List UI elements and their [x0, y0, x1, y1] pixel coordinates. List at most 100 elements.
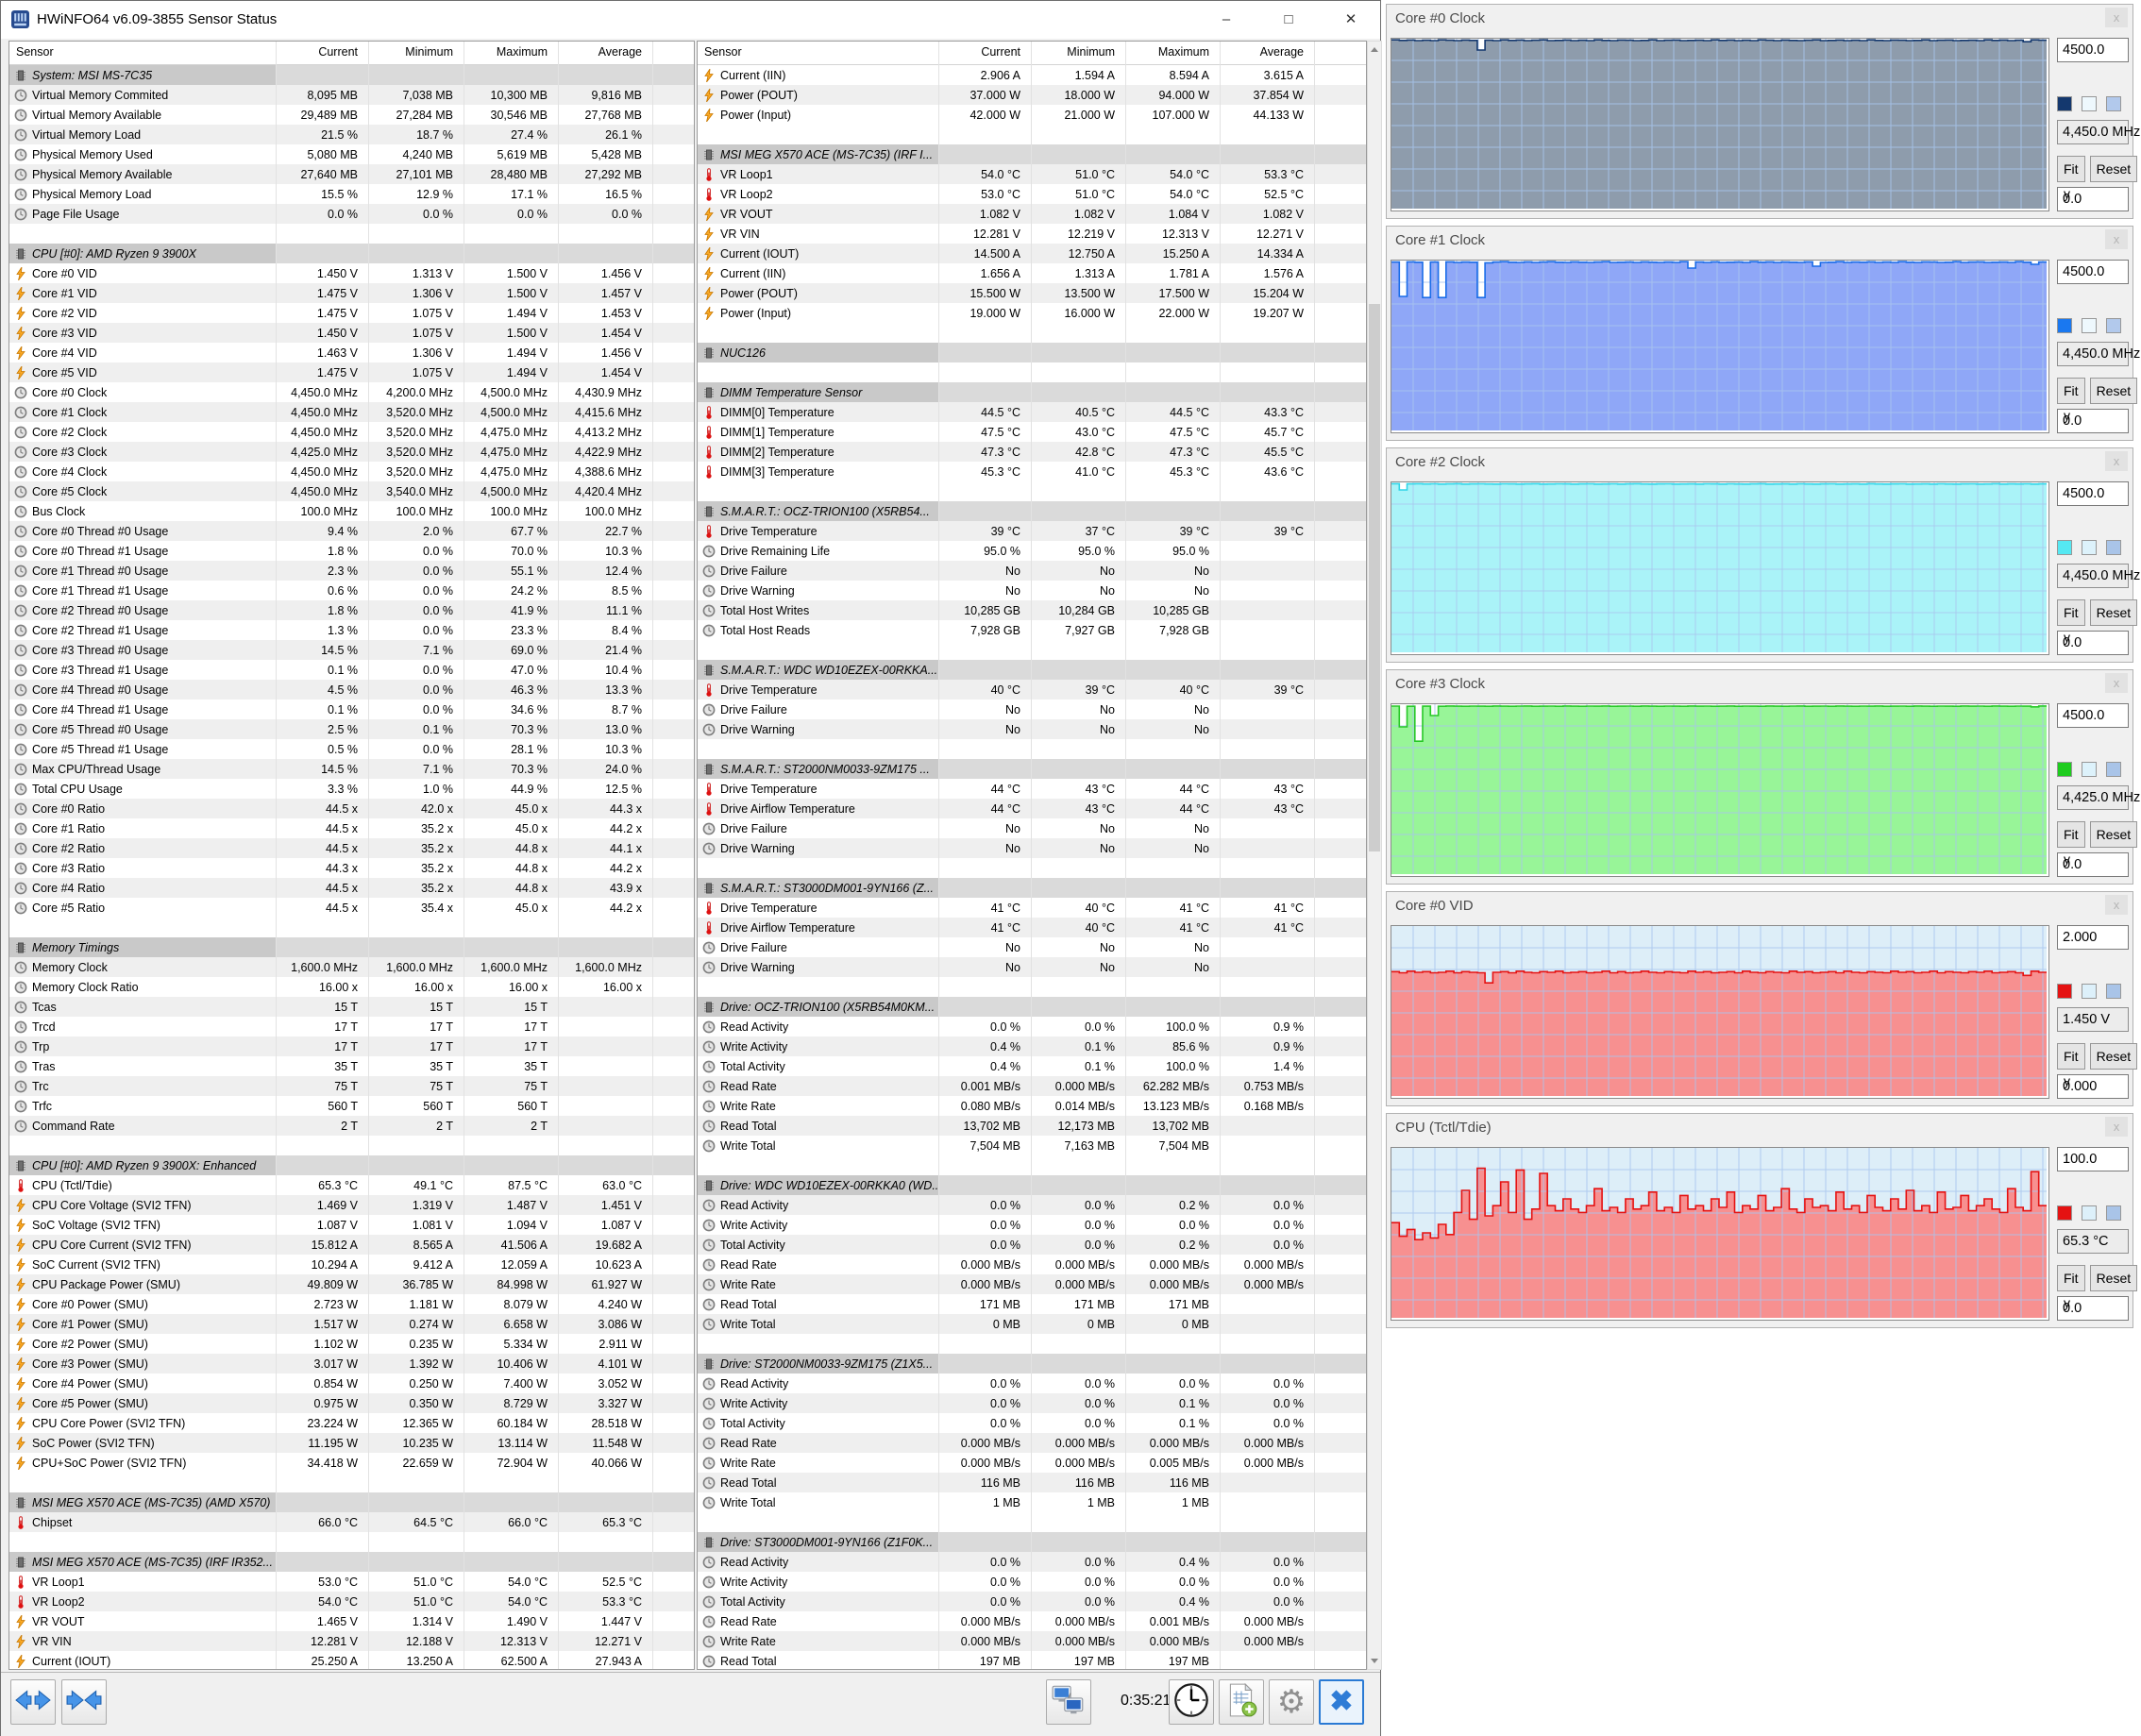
- table-row[interactable]: Core #0 Thread #1 Usage 1.8 % 0.0 % 70.0 % 1…: [9, 541, 694, 561]
- table-row[interactable]: Core #3 Thread #1 Usage 0.1 % 0.0 % 47.0 % 1…: [9, 660, 694, 680]
- y-min-input[interactable]: 0.0: [2057, 1296, 2129, 1321]
- remote-monitoring-button[interactable]: [1046, 1679, 1091, 1725]
- vertical-scrollbar[interactable]: [1367, 41, 1382, 1670]
- graph-close-icon[interactable]: x: [2105, 8, 2128, 27]
- table-row[interactable]: SoC Power (SVI2 TFN) 11.195 W 10.235 W 13.1…: [9, 1433, 694, 1453]
- fit-y-button[interactable]: Fit y: [2057, 1043, 2085, 1088]
- table-row[interactable]: Total Activity 0.0 % 0.0 % 0.1 % 0.0 %: [698, 1413, 1366, 1433]
- table-row[interactable]: Total CPU Usage 3.3 % 1.0 % 44.9 % 12.5 %: [9, 779, 694, 799]
- table-row[interactable]: Core #5 VID 1.475 V 1.075 V 1.494 V 1.454 V: [9, 362, 694, 382]
- table-row[interactable]: Core #5 Thread #0 Usage 2.5 % 0.1 % 70.3 % 1…: [9, 719, 694, 739]
- table-row[interactable]: Bus Clock 100.0 MHz 100.0 MHz 100.0 MHz 100.…: [9, 501, 694, 521]
- table-row[interactable]: Read Activity 0.0 % 0.0 % 0.4 % 0.0 %: [698, 1552, 1366, 1572]
- y-min-input[interactable]: 0.0: [2057, 852, 2129, 877]
- table-row[interactable]: Physical Memory Load 15.5 % 12.9 % 17.1 % 16…: [9, 184, 694, 204]
- table-row[interactable]: Core #3 Ratio 44.3 x 35.2 x 44.8 x 44.2 x: [9, 858, 694, 878]
- scroll-up-icon[interactable]: [1368, 42, 1381, 58]
- table-row[interactable]: Current (IOUT) 14.500 A 12.750 A 15.250 A 14…: [698, 244, 1366, 263]
- expand-columns-button[interactable]: [10, 1679, 56, 1725]
- scrollbar-thumb[interactable]: [1369, 304, 1380, 851]
- table-row[interactable]: Virtual Memory Commited 8,095 MB 7,038 MB 1…: [9, 85, 694, 105]
- table-row[interactable]: Core #1 Thread #1 Usage 0.6 % 0.0 % 24.2 % 8…: [9, 581, 694, 600]
- header-maximum[interactable]: Maximum: [1157, 45, 1209, 59]
- table-row[interactable]: DIMM[0] Temperature 44.5 °C 40.5 °C 44.5 °C…: [698, 402, 1366, 422]
- table-row[interactable]: Total Activity 0.0 % 0.0 % 0.4 % 0.0 %: [698, 1592, 1366, 1611]
- table-row[interactable]: Core #4 Power (SMU) 0.854 W 0.250 W 7.400 W…: [9, 1374, 694, 1393]
- header-minimum[interactable]: Minimum: [1067, 45, 1115, 59]
- table-row[interactable]: VR VOUT 1.082 V 1.082 V 1.084 V 1.082 V: [698, 204, 1366, 224]
- table-row[interactable]: Read Rate 0.001 MB/s 0.000 MB/s 62.282 MB/s…: [698, 1076, 1366, 1096]
- y-max-input[interactable]: 4500.0: [2057, 481, 2129, 506]
- section-row[interactable]: NUC126: [698, 343, 1366, 362]
- background-color-swatch[interactable]: [2082, 318, 2097, 333]
- table-row[interactable]: Power (POUT) 15.500 W 13.500 W 17.500 W 15.2…: [698, 283, 1366, 303]
- table-row[interactable]: Read Rate 0.000 MB/s 0.000 MB/s 0.001 MB/s 0…: [698, 1611, 1366, 1631]
- background-color-swatch[interactable]: [2082, 984, 2097, 999]
- table-row[interactable]: Core #2 VID 1.475 V 1.075 V 1.494 V 1.453 V: [9, 303, 694, 323]
- logging-timer-button[interactable]: [1169, 1679, 1214, 1725]
- table-row[interactable]: Drive Warning No No No: [698, 957, 1366, 977]
- table-row[interactable]: Drive Temperature 44 °C 43 °C 44 °C 43 °C: [698, 779, 1366, 799]
- reset-button[interactable]: Reset: [2089, 599, 2138, 626]
- background-color-swatch[interactable]: [2082, 762, 2097, 777]
- table-row[interactable]: Core #0 Power (SMU) 2.723 W 1.181 W 8.079 W…: [9, 1294, 694, 1314]
- table-row[interactable]: Core #2 Thread #1 Usage 1.3 % 0.0 % 23.3 % 8…: [9, 620, 694, 640]
- table-row[interactable]: Core #3 VID 1.450 V 1.075 V 1.500 V 1.454 V: [9, 323, 694, 343]
- table-row[interactable]: Drive Failure No No No: [698, 818, 1366, 838]
- grid-color-swatch[interactable]: [2106, 1205, 2121, 1221]
- background-color-swatch[interactable]: [2082, 96, 2097, 111]
- table-row[interactable]: Read Rate 0.000 MB/s 0.000 MB/s 0.000 MB/s 0…: [698, 1433, 1366, 1453]
- table-row[interactable]: Core #5 Power (SMU) 0.975 W 0.350 W 8.729 W…: [9, 1393, 694, 1413]
- table-row[interactable]: SoC Voltage (SVI2 TFN) 1.087 V 1.081 V 1.09…: [9, 1215, 694, 1235]
- table-row[interactable]: Write Total 0 MB 0 MB 0 MB: [698, 1314, 1366, 1334]
- section-row[interactable]: S.M.A.R.T.: WDC WD10EZEX-00RKKA...: [698, 660, 1366, 680]
- section-row[interactable]: System: MSI MS-7C35: [9, 65, 694, 85]
- table-row[interactable]: VR VIN 12.281 V 12.219 V 12.313 V 12.271 V: [698, 224, 1366, 244]
- table-row[interactable]: Write Activity 0.0 % 0.0 % 0.0 % 0.0 %: [698, 1572, 1366, 1592]
- table-row[interactable]: Current (IOUT) 25.250 A 13.250 A 62.500 A 27…: [9, 1651, 694, 1669]
- reset-button[interactable]: Reset: [2089, 378, 2138, 404]
- table-row[interactable]: Read Total 116 MB 116 MB 116 MB: [698, 1473, 1366, 1492]
- graph-plot-area[interactable]: [1391, 481, 2049, 655]
- table-row[interactable]: CPU (Tctl/Tdie) 65.3 °C 49.1 °C 87.5 °C 63.0…: [9, 1175, 694, 1195]
- line-color-swatch[interactable]: [2057, 96, 2072, 111]
- grid-color-swatch[interactable]: [2106, 540, 2121, 555]
- table-row[interactable]: DIMM[2] Temperature 47.3 °C 42.8 °C 47.3 °C…: [698, 442, 1366, 462]
- table-row[interactable]: Write Rate 0.000 MB/s 0.000 MB/s 0.005 MB/s…: [698, 1453, 1366, 1473]
- titlebar[interactable]: HWiNFO64 v6.09-3855 Sensor Status – □ ✕: [1, 1, 1380, 39]
- table-row[interactable]: Core #1 Power (SMU) 1.517 W 0.274 W 6.658 W…: [9, 1314, 694, 1334]
- section-row[interactable]: S.M.A.R.T.: ST3000DM001-9YN166 (Z...: [698, 878, 1366, 898]
- y-max-input[interactable]: 100.0: [2057, 1147, 2129, 1171]
- table-row[interactable]: Physical Memory Used 5,080 MB 4,240 MB 5,61…: [9, 144, 694, 164]
- grid-color-swatch[interactable]: [2106, 318, 2121, 333]
- table-row[interactable]: Read Total 171 MB 171 MB 171 MB: [698, 1294, 1366, 1314]
- header-sensor[interactable]: Sensor: [16, 45, 54, 59]
- graph-close-icon[interactable]: x: [2105, 229, 2128, 249]
- table-row[interactable]: VR Loop2 54.0 °C 51.0 °C 54.0 °C 53.3 °C: [9, 1592, 694, 1611]
- table-row[interactable]: Drive Warning No No No: [698, 838, 1366, 858]
- table-row[interactable]: Drive Failure No No No: [698, 937, 1366, 957]
- reset-button[interactable]: Reset: [2089, 1265, 2138, 1291]
- table-row[interactable]: Write Total 7,504 MB 7,163 MB 7,504 MB: [698, 1136, 1366, 1155]
- report-button[interactable]: [1219, 1679, 1264, 1725]
- table-row[interactable]: Virtual Memory Load 21.5 % 18.7 % 27.4 % 26.…: [9, 125, 694, 144]
- section-row[interactable]: MSI MEG X570 ACE (MS-7C35) (IRF I...: [698, 144, 1366, 164]
- graph-plot-area[interactable]: [1391, 38, 2049, 211]
- table-row[interactable]: Total Activity 0.0 % 0.0 % 0.2 % 0.0 %: [698, 1235, 1366, 1255]
- line-color-swatch[interactable]: [2057, 984, 2072, 999]
- background-color-swatch[interactable]: [2082, 1205, 2097, 1221]
- table-row[interactable]: Tras 35 T 35 T 35 T: [9, 1056, 694, 1076]
- table-row[interactable]: Write Rate 0.000 MB/s 0.000 MB/s 0.000 MB/s…: [698, 1274, 1366, 1294]
- table-row[interactable]: Core #1 Thread #0 Usage 2.3 % 0.0 % 55.1 % 1…: [9, 561, 694, 581]
- table-row[interactable]: Read Rate 0.000 MB/s 0.000 MB/s 0.000 MB/s 0…: [698, 1255, 1366, 1274]
- section-row[interactable]: S.M.A.R.T.: ST2000NM0033-9ZM175 ...: [698, 759, 1366, 779]
- graph-close-icon[interactable]: x: [2105, 451, 2128, 471]
- table-row[interactable]: Trcd 17 T 17 T 17 T: [9, 1017, 694, 1037]
- graph-plot-area[interactable]: [1391, 260, 2049, 433]
- close-button[interactable]: ✕: [1344, 11, 1357, 27]
- table-row[interactable]: Core #3 Power (SMU) 3.017 W 1.392 W 10.406 …: [9, 1354, 694, 1374]
- header-sensor[interactable]: Sensor: [704, 45, 742, 59]
- table-row[interactable]: Command Rate 2 T 2 T 2 T: [9, 1116, 694, 1136]
- y-min-input[interactable]: 0.0: [2057, 631, 2129, 655]
- fit-y-button[interactable]: Fit y: [2057, 156, 2085, 201]
